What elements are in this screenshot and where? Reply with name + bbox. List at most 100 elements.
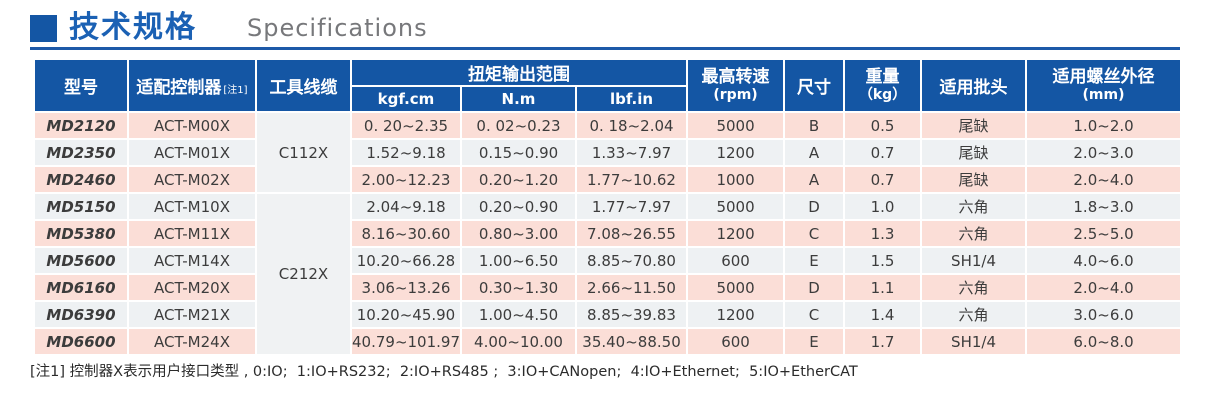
screw-cell: 3.0~6.0 — [1025, 300, 1183, 329]
col-header-controller-note: [注1] — [223, 85, 248, 96]
bit-cell: 尾缺 — [920, 165, 1028, 194]
torque-lbfin-cell: 2.66~11.50 — [574, 273, 689, 302]
size-cell: C — [783, 300, 846, 329]
size-cell: B — [783, 111, 846, 140]
col-header-size-label: 尺寸 — [797, 78, 832, 98]
torque-kgfcm-cell: 2.04~9.18 — [350, 192, 462, 221]
spec-row-md5600: MD5600 ACT-M14X 10.20~66.28 1.00~6.50 8.85~7… — [33, 246, 1183, 275]
col-header-torque-group-label: 扭矩输出范围 — [468, 65, 571, 85]
weight-cell: 1.5 — [843, 246, 923, 275]
speed-cell: 5000 — [686, 273, 786, 302]
model-cell: MD2120 — [33, 111, 129, 140]
torque-kgfcm-cell: 0. 20~2.35 — [350, 111, 462, 140]
speed-cell: 600 — [686, 246, 786, 275]
spec-row-md6160: MD6160 ACT-M20X 3.06~13.26 0.30~1.30 2.66~11… — [33, 273, 1183, 302]
size-cell: C — [783, 219, 846, 248]
col-header-controller-label: 适配控制器 — [136, 78, 222, 98]
header-row-2: kgf.cm N.m lbf.in — [34, 85, 1181, 113]
speed-cell: 5000 — [686, 111, 786, 140]
title-underline — [30, 47, 1180, 50]
col-header-bit-label: 适用批头 — [939, 78, 1008, 98]
size-cell: D — [783, 192, 846, 221]
weight-cell: 1.4 — [843, 300, 923, 329]
section-header: 技术规格 Specifications — [30, 8, 428, 48]
bit-cell: SH1/4 — [920, 327, 1028, 356]
bit-cell: 六角 — [920, 219, 1028, 248]
torque-kgfcm-cell: 10.20~66.28 — [350, 246, 462, 275]
table-header: 型号 适配控制器 [注1] 工具线缆 扭矩输出范围 最高转速 (rpm) 尺寸 — [33, 58, 1183, 113]
specifications-table: 型号 适配控制器 [注1] 工具线缆 扭矩输出范围 最高转速 (rpm) 尺寸 — [33, 58, 1183, 356]
speed-cell: 1000 — [686, 165, 786, 194]
controller-cell: ACT-M10X — [127, 192, 257, 221]
controller-cell: ACT-M01X — [127, 138, 257, 167]
cable-cell: C112X — [255, 111, 352, 194]
col-header-size: 尺寸 — [783, 58, 846, 113]
controller-cell: ACT-M20X — [127, 273, 257, 302]
screw-cell: 4.0~6.0 — [1025, 246, 1183, 275]
screw-cell: 2.0~4.0 — [1025, 165, 1183, 194]
bit-cell: 尾缺 — [920, 138, 1028, 167]
bit-cell: SH1/4 — [920, 246, 1028, 275]
spec-row-md6390: MD6390 ACT-M21X 10.20~45.90 1.00~4.50 8.85~3… — [33, 300, 1183, 329]
torque-nm-cell: 0.15~0.90 — [460, 138, 577, 167]
torque-kgfcm-cell: 40.79~101.97 — [350, 327, 462, 356]
title-bullet-square-icon — [30, 14, 57, 42]
torque-lbfin-cell: 7.08~26.55 — [574, 219, 689, 248]
controller-cell: ACT-M14X — [127, 246, 257, 275]
screw-cell: 2.5~5.0 — [1025, 219, 1183, 248]
model-cell: MD6390 — [33, 300, 129, 329]
torque-lbfin-cell: 8.85~70.80 — [574, 246, 689, 275]
bit-cell: 尾缺 — [920, 111, 1028, 140]
model-cell: MD2350 — [33, 138, 129, 167]
speed-cell: 600 — [686, 327, 786, 356]
col-header-cable-label: 工具线缆 — [269, 78, 338, 98]
torque-nm-cell: 0.20~0.90 — [460, 192, 577, 221]
size-cell: A — [783, 138, 846, 167]
bit-cell: 六角 — [920, 192, 1028, 221]
torque-nm-cell: 0.80~3.00 — [460, 219, 577, 248]
weight-cell: 1.0 — [843, 192, 923, 221]
torque-kgfcm-cell: 2.00~12.23 — [350, 165, 462, 194]
size-cell: E — [783, 246, 846, 275]
size-cell: D — [783, 273, 846, 302]
screw-cell: 6.0~8.0 — [1025, 327, 1183, 356]
weight-cell: 0.7 — [843, 138, 923, 167]
torque-nm-cell: 0. 02~0.23 — [460, 111, 577, 140]
spec-row-md2120: MD2120 ACT-M00X C112X 0. 20~2.35 0. 02~0.23 0… — [33, 111, 1183, 194]
torque-kgfcm-cell: 10.20~45.90 — [350, 300, 462, 329]
torque-lbfin-cell: 0. 18~2.04 — [574, 111, 689, 140]
col-header-speed: 最高转速 (rpm) — [686, 58, 786, 113]
col-header-weight-label: 重量 — [865, 67, 900, 88]
col-header-speed-label: 最高转速 — [701, 67, 770, 88]
bit-cell: 六角 — [920, 273, 1028, 302]
section-title-zh: 技术规格 — [69, 10, 197, 45]
torque-nm-cell: 0.30~1.30 — [460, 273, 577, 302]
torque-nm-cell: 0.20~1.20 — [460, 165, 577, 194]
torque-lbfin-cell: 1.33~7.97 — [574, 138, 689, 167]
col-header-weight-unit: （kg） — [858, 86, 907, 103]
model-cell: MD6600 — [33, 327, 129, 356]
speed-cell: 1200 — [686, 219, 786, 248]
torque-nm-cell: 1.00~4.50 — [460, 300, 577, 329]
torque-lbfin-cell: 1.77~7.97 — [574, 192, 689, 221]
spec-row-md5150: MD5150 ACT-M10X C212X 2.04~9.18 0.20~0.90 1.7… — [33, 192, 1183, 356]
torque-lbfin-cell: 1.77~10.62 — [574, 165, 689, 194]
controller-cell: ACT-M02X — [127, 165, 257, 194]
model-cell: MD5600 — [33, 246, 129, 275]
col-header-torque-nm: N.m — [460, 85, 577, 113]
screw-cell: 1.8~3.0 — [1025, 192, 1183, 221]
col-header-torque-kgfcm: kgf.cm — [350, 85, 462, 113]
controller-cell: ACT-M21X — [127, 300, 257, 329]
model-cell: MD2460 — [33, 165, 129, 194]
controller-cell: ACT-M11X — [127, 219, 257, 248]
col-header-speed-unit: (rpm) — [713, 86, 758, 103]
header-row-1: 型号 适配控制器 [注1] 工具线缆 扭矩输出范围 最高转速 (rpm) 尺寸 — [33, 58, 1183, 113]
screw-cell: 2.0~4.0 — [1025, 273, 1183, 302]
size-cell: E — [783, 327, 846, 356]
weight-cell: 0.7 — [843, 165, 923, 194]
col-header-model: 型号 — [33, 58, 129, 113]
spec-row-md5380: MD5380 ACT-M11X 8.16~30.60 0.80~3.00 7.08~26… — [33, 219, 1183, 248]
col-header-torque-lbfin: lbf.in — [574, 85, 689, 113]
screw-cell: 2.0~3.0 — [1025, 138, 1183, 167]
